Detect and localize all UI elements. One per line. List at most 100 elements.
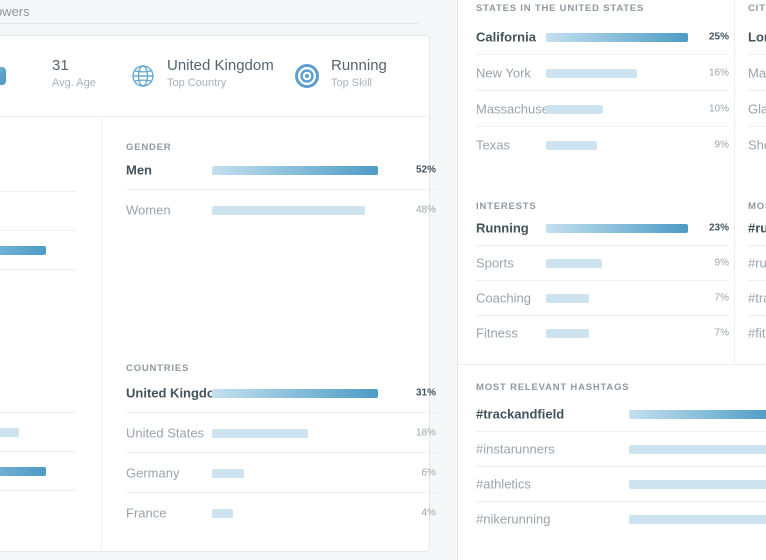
stat-label: Top Country (167, 77, 227, 89)
row-label: Massachusetts (476, 101, 563, 116)
hashtag-row: #runners (748, 245, 766, 280)
age-row: 33% (0, 412, 101, 451)
age-row: 51% (0, 230, 101, 269)
row-bar (546, 294, 590, 303)
row-label: #runners (748, 255, 766, 271)
hashtag-row: #track (748, 280, 766, 315)
hashtags-top-section-header: MOST USED HASHTAGS (748, 201, 766, 212)
hashtag-row: #running (748, 211, 766, 245)
row-bar (546, 68, 637, 78)
age-row: 1% (0, 152, 101, 191)
stats-divider (0, 116, 431, 117)
row-label: Fitness (476, 325, 518, 341)
row-divider (0, 451, 76, 452)
hashtag-row: #fitness (748, 315, 766, 350)
row-label: Glasgow (748, 101, 766, 116)
cities-list: London Manchester Glasgow Sheffield (748, 19, 766, 162)
row-pct: 16% (708, 67, 729, 78)
row-bar (212, 165, 378, 175)
row-bar (212, 388, 378, 398)
row-label: United States (126, 425, 205, 440)
interest-row: Sports 9% (476, 245, 729, 280)
row-pct: 18% (415, 427, 436, 438)
interest-row: Fitness 7% (476, 315, 729, 350)
states-list: California 25% New York 16% Massachusett… (476, 19, 729, 162)
states-section-header: STATES IN THE UNITED STATES (476, 3, 645, 14)
globe-icon (131, 64, 155, 88)
row-divider (0, 412, 76, 413)
row-pct: 48% (415, 204, 436, 215)
row-divider (0, 490, 76, 491)
row-bar (0, 427, 20, 437)
row-bar (212, 428, 309, 438)
row-bar (546, 259, 602, 268)
ages-list: 1% 23% 51% 22% (0, 152, 101, 308)
row-bar (546, 329, 590, 338)
stat-label: Top Skill (331, 77, 372, 89)
row-label: Germany (126, 465, 180, 480)
interests-list: Running 23% Sports 9% Coaching 7% Fitnes… (476, 211, 729, 350)
row-label: New York (476, 65, 531, 80)
row-bar (629, 480, 766, 489)
row-bar (546, 32, 688, 42)
row-bar (629, 515, 766, 524)
row-label: Texas (476, 137, 510, 152)
row-label: Manchester (748, 65, 766, 80)
row-bar (212, 205, 366, 215)
row-label: Men (126, 162, 152, 177)
followers-tab[interactable]: Followers (0, 4, 30, 19)
column-divider (101, 116, 102, 552)
row-pct: 25% (708, 31, 729, 42)
age-row: 7% (0, 490, 101, 529)
target-icon (295, 64, 319, 88)
gender-section-header: GENDER (126, 142, 172, 153)
stat-value: United Kingdom (167, 57, 274, 74)
row-label: Coaching (476, 290, 531, 306)
row-label: #trackandfield (476, 406, 565, 422)
row-label: France (126, 505, 167, 520)
row-label: United Kingdom (126, 385, 227, 400)
row-pct: 7% (714, 327, 729, 339)
row-bar (546, 224, 688, 233)
row-divider (0, 191, 76, 192)
row-bar (629, 410, 766, 419)
stat-value: Running (331, 57, 387, 74)
age-row: 40% (0, 451, 101, 490)
cities-section-header: CITIES (748, 3, 766, 14)
gender-row: Men 52% (126, 150, 446, 189)
row-label: #running (748, 220, 766, 236)
age-row: 22% (0, 269, 101, 308)
row-divider (0, 230, 76, 231)
row-bar (546, 140, 598, 150)
interest-row: Running 23% (476, 211, 729, 245)
row-pct: 6% (421, 467, 436, 478)
audience-demographics-card: 31 Avg. Age United Kingdom Top Country (0, 35, 446, 552)
row-label: Running (476, 220, 529, 236)
row-pct: 9% (714, 257, 729, 269)
age-row: 20% (0, 373, 101, 412)
row-label: Sports (476, 255, 514, 271)
city-row: Sheffield (748, 126, 766, 162)
state-row: Texas 9% (476, 126, 729, 162)
column-divider (734, 0, 735, 364)
row-pct: 52% (415, 164, 436, 175)
hashtags-list: #trackandfield #instarunners #athletics … (476, 397, 766, 536)
row-label: #track (748, 290, 766, 306)
hashtag-row: #instarunners (476, 431, 766, 466)
person-icon (0, 67, 6, 85)
row-bar (212, 508, 234, 518)
country-row: United Kingdom 31% (126, 373, 446, 412)
country-row: United States 18% (126, 412, 446, 452)
row-pct: 4% (421, 507, 436, 518)
row-label: #instarunners (476, 441, 555, 457)
section-divider (458, 364, 766, 365)
state-row: California 25% (476, 19, 729, 54)
row-label: #fitness (748, 325, 766, 341)
hashtag-row: #nikerunning (476, 501, 766, 536)
row-pct: 7% (714, 292, 729, 304)
country-row: France 4% (126, 492, 446, 532)
state-row: Massachusetts 10% (476, 90, 729, 126)
gender-row: Women 48% (126, 189, 446, 229)
interests-section-header: INTERESTS (476, 201, 537, 212)
